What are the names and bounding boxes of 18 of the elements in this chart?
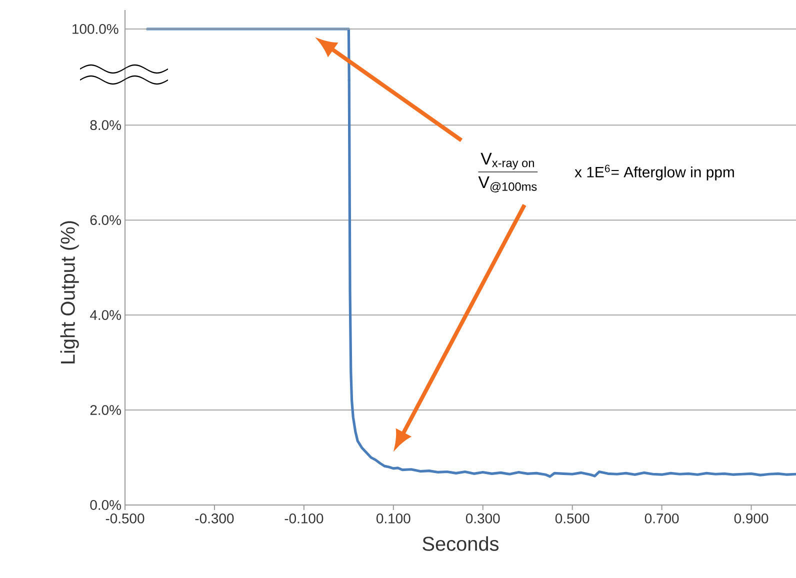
y-tick-label: 2.0%	[90, 405, 121, 415]
y-tick-label: 4.0%	[90, 310, 121, 320]
x-tick-label: 0.900	[734, 514, 768, 524]
y-axis-title: Light Output (%)	[60, 221, 79, 364]
x-tick-label: 0.700	[644, 514, 679, 524]
annotation: x 1E$^{6}$= Afterglow in ppm	[574, 164, 734, 180]
y-tick-label: 8.0%	[90, 120, 121, 130]
ref-line-label: 100.0%	[72, 24, 118, 34]
x-tick-label: -0.300	[195, 514, 234, 524]
x-tick-label: 0.300	[466, 514, 500, 524]
x-tick-label: 0.100	[376, 514, 410, 524]
x-axis-title: Seconds	[422, 536, 499, 551]
x-tick-label: -0.500	[106, 514, 144, 524]
annotation: $\frac{\text{V}_{\text{x-ray on}}}{\text{V}_{\text{@100ms}}}$	[478, 152, 538, 192]
y-tick-label: 6.0%	[90, 215, 121, 226]
y-tick-label: 0.0%	[90, 500, 121, 510]
x-tick-label: -0.100	[284, 514, 324, 524]
x-tick-label: 0.500	[555, 514, 590, 524]
